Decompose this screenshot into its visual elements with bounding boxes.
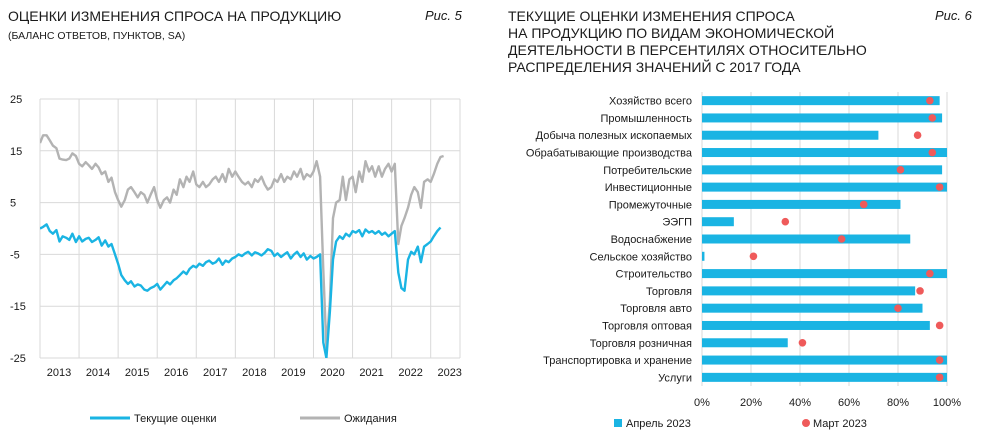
figure-5-subtitle: (БАЛАНС ОТВЕТОВ, ПУНКТОВ, SA) <box>8 30 186 42</box>
series-line-expectations <box>40 134 444 349</box>
x-tick-label: 2020 <box>320 367 344 379</box>
x-tick-label: 100% <box>933 397 961 409</box>
bar-april-2023 <box>702 372 947 382</box>
legend-swatch <box>802 419 810 427</box>
figure-6-title-line: ДЕЯТЕЛЬНОСТИ В ПЕРСЕНТИЛЯХ ОТНОСИТЕЛЬНО <box>508 42 867 58</box>
category-label: Инвестиционные <box>605 182 692 194</box>
dot-march-2023 <box>926 96 934 105</box>
figure-5-label: Рис. 5 <box>425 8 462 23</box>
dot-march-2023 <box>894 304 902 312</box>
category-label: Транспортировка и хранение <box>543 355 692 367</box>
y-tick-label: 5 <box>10 198 16 210</box>
x-tick-label: 80% <box>887 397 909 409</box>
figure-6-title-line: ТЕКУЩИЕ ОЦЕНКИ ИЗМЕНЕНИЯ СПРОСА <box>508 8 795 24</box>
bar-april-2023 <box>702 199 901 209</box>
legend-label: Ожидания <box>344 413 397 425</box>
category-label: Потребительские <box>603 165 692 177</box>
figure-6-panel: ТЕКУЩИЕ ОЦЕНКИ ИЗМЕНЕНИЯ СПРОСА НА ПРОДУ… <box>495 0 990 435</box>
category-label: Услуги <box>658 372 692 384</box>
x-tick-label: 2018 <box>242 367 266 379</box>
x-tick-label: 2014 <box>86 367 110 379</box>
category-label: Хозяйство всего <box>609 96 692 108</box>
category-label: Торговля розничная <box>590 338 692 350</box>
dot-march-2023 <box>916 287 924 295</box>
legend-label: Апрель 2023 <box>626 418 691 430</box>
x-tick-label: 20% <box>740 397 762 409</box>
y-tick-label: -5 <box>10 249 20 261</box>
bar-april-2023 <box>702 303 923 313</box>
x-tick-label: 2015 <box>125 367 149 379</box>
bar-april-2023 <box>702 338 788 348</box>
bar-april-2023 <box>702 113 943 123</box>
category-label: Добыча полезных ископаемых <box>536 130 693 142</box>
figure-5-panel: ОЦЕНКИ ИЗМЕНЕНИЯ СПРОСА НА ПРОДУКЦИЮ (БА… <box>0 0 480 435</box>
bar-april-2023 <box>702 251 705 261</box>
dot-march-2023 <box>913 131 922 140</box>
series-line-current <box>40 223 442 358</box>
category-label: Торговля оптовая <box>602 320 692 332</box>
x-tick-label: 60% <box>838 397 860 409</box>
figure-6-title-line: РАСПРЕДЕЛЕНИЯ ЗНАЧЕНИЙ С 2017 ГОДА <box>508 59 801 75</box>
bar-chart: 0% 20% 40% 60% 80% 100% Хозяйство всего Промышл… <box>526 92 961 430</box>
x-tick-label: 2019 <box>281 367 305 379</box>
y-tick-label: 25 <box>10 94 22 106</box>
bar-april-2023 <box>702 96 940 106</box>
dot-march-2023 <box>749 252 758 261</box>
x-tick-label: 2022 <box>398 367 422 379</box>
dot-march-2023 <box>935 356 944 364</box>
x-tick-label: 2017 <box>203 367 227 379</box>
bar-april-2023 <box>702 355 947 365</box>
x-tick-label: 2013 <box>47 367 71 379</box>
bar-april-2023 <box>702 148 947 158</box>
dot-march-2023 <box>926 269 934 278</box>
dot-march-2023 <box>935 183 944 191</box>
x-tick-label: 2016 <box>164 367 188 379</box>
dot-march-2023 <box>935 373 944 382</box>
dot-march-2023 <box>928 148 937 157</box>
category-label: Промышленность <box>600 113 692 125</box>
y-tick-label: -15 <box>10 301 26 313</box>
line-chart: 25 15 5 -5 -15 -25 2013 2014 2015 2016 2017 2018 201… <box>10 94 462 425</box>
category-label: Торговля авто <box>620 303 692 315</box>
bar-april-2023 <box>702 130 879 140</box>
x-tick-label: 0% <box>694 397 710 409</box>
bar-april-2023 <box>702 286 916 296</box>
dot-march-2023 <box>837 235 846 243</box>
category-label: ЭЭГП <box>662 217 692 229</box>
bar-april-2023 <box>702 234 911 244</box>
legend-label: Март 2023 <box>813 418 867 430</box>
bar-april-2023 <box>702 182 947 192</box>
bar-april-2023 <box>702 320 930 330</box>
x-tick-label: 2023 <box>437 367 461 379</box>
category-label: Торговля <box>646 286 692 298</box>
dot-march-2023 <box>781 217 790 226</box>
figure-5-title: ОЦЕНКИ ИЗМЕНЕНИЯ СПРОСА НА ПРОДУКЦИЮ <box>8 8 342 24</box>
legend-label: Текущие оценки <box>134 413 216 425</box>
dot-march-2023 <box>935 321 944 330</box>
bar-april-2023 <box>702 165 943 175</box>
dot-march-2023 <box>798 338 807 347</box>
dot-march-2023 <box>896 166 905 174</box>
category-label: Промежуточные <box>609 199 692 211</box>
x-tick-label: 2021 <box>359 367 383 379</box>
category-label: Обрабатывающие производства <box>526 148 693 160</box>
figure-6-title-line: НА ПРОДУКЦИЮ ПО ВИДАМ ЭКОНОМИЧЕСКОЙ <box>508 25 835 41</box>
dot-march-2023 <box>859 200 868 209</box>
legend-swatch <box>614 419 622 427</box>
y-tick-label: 15 <box>10 146 22 158</box>
category-label: Водоснабжение <box>611 234 692 246</box>
x-tick-label: 40% <box>789 397 811 409</box>
category-label: Строительство <box>615 269 692 281</box>
bar-april-2023 <box>702 269 947 279</box>
figure-6-label: Рис. 6 <box>935 8 972 23</box>
dot-march-2023 <box>928 114 937 122</box>
figure-6-title: ТЕКУЩИЕ ОЦЕНКИ ИЗМЕНЕНИЯ СПРОСА НА ПРОДУ… <box>508 8 867 76</box>
category-label: Сельское хозяйство <box>590 251 692 263</box>
y-tick-label: -25 <box>10 353 26 365</box>
bar-april-2023 <box>702 217 734 227</box>
